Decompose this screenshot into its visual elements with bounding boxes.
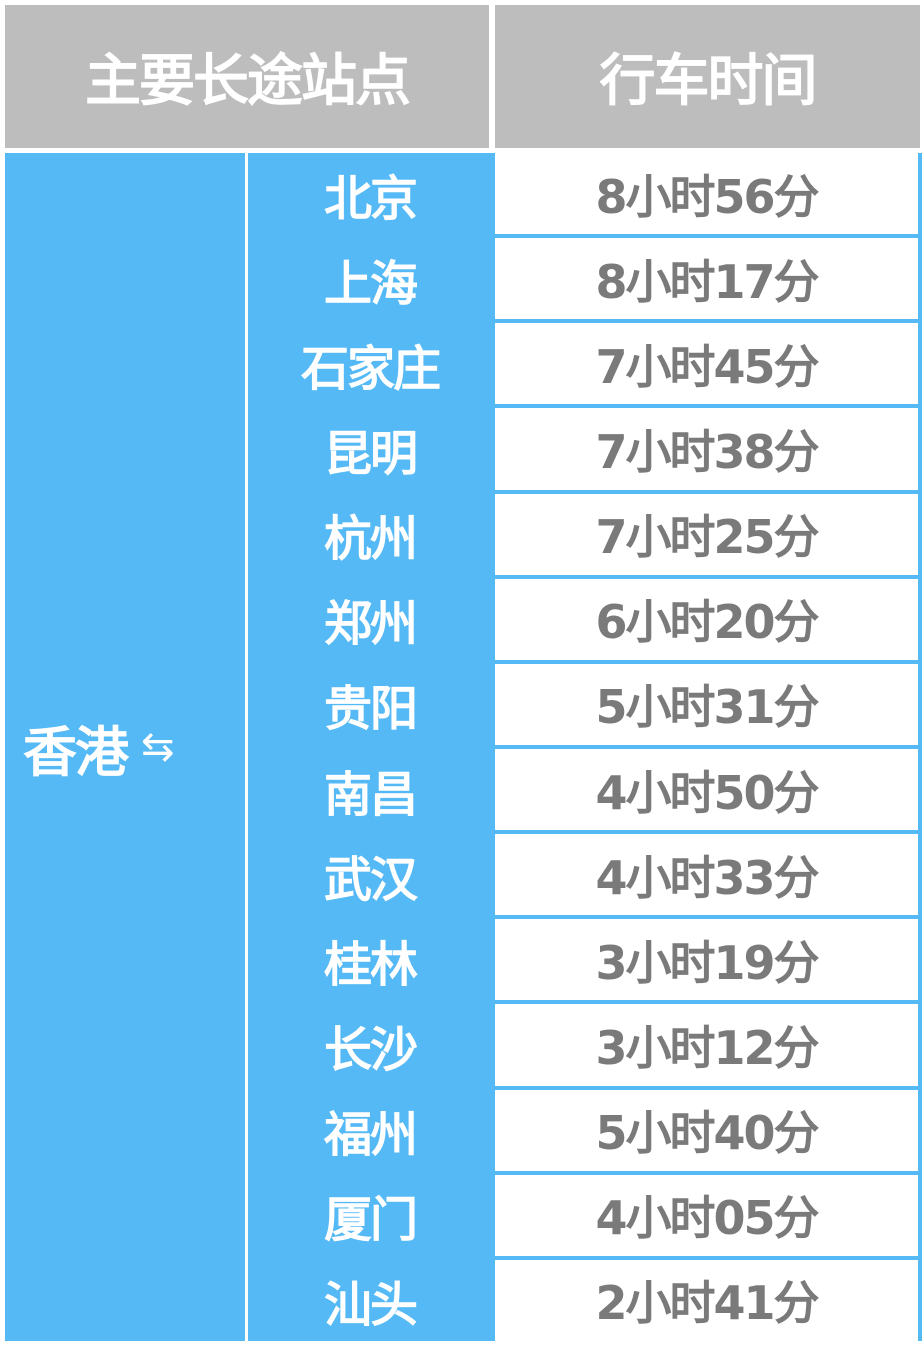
travel-time-cell: 8小时56分	[495, 153, 918, 235]
travel-time-cell: 7小时45分	[495, 323, 918, 405]
header-station: 主要长途站点	[5, 5, 489, 148]
travel-time-cell: 3小时19分	[495, 919, 918, 1001]
city-cell: 武汉	[248, 834, 492, 916]
table-row: 杭州 7小时25分	[248, 493, 922, 575]
table-row: 昆明 7小时38分	[248, 408, 922, 490]
table-row: 北京 8小时56分	[248, 153, 922, 235]
table-row: 福州 5小时40分	[248, 1089, 922, 1171]
table-row: 郑州 6小时20分	[248, 578, 922, 660]
travel-time-cell: 2小时41分	[495, 1259, 918, 1341]
table-row: 上海 8小时17分	[248, 238, 922, 320]
travel-time-cell: 4小时33分	[495, 834, 918, 916]
travel-time-cell: 3小时12分	[495, 1004, 918, 1086]
origin-cell: 香港 ⇆	[5, 153, 245, 1341]
city-cell: 汕头	[248, 1259, 492, 1341]
travel-time-cell: 7小时38分	[495, 408, 918, 490]
city-cell: 贵阳	[248, 663, 492, 745]
table-row: 石家庄 7小时45分	[248, 323, 922, 405]
travel-time-cell: 6小时20分	[495, 578, 918, 660]
city-cell: 厦门	[248, 1174, 492, 1256]
travel-time-cell: 5小时31分	[495, 663, 918, 745]
table-row: 桂林 3小时19分	[248, 919, 922, 1001]
table-row: 贵阳 5小时31分	[248, 663, 922, 745]
city-cell: 福州	[248, 1089, 492, 1171]
table-row: 武汉 4小时33分	[248, 834, 922, 916]
table-row: 厦门 4小时05分	[248, 1174, 922, 1256]
travel-time-cell: 4小时05分	[495, 1174, 918, 1256]
city-cell: 昆明	[248, 408, 492, 490]
table-row: 南昌 4小时50分	[248, 749, 922, 831]
table-row: 汕头 2小时41分	[248, 1259, 922, 1341]
city-cell: 上海	[248, 238, 492, 320]
table-row: 长沙 3小时12分	[248, 1004, 922, 1086]
city-cell: 北京	[248, 153, 492, 235]
travel-time-cell: 8小时17分	[495, 238, 918, 320]
city-cell: 石家庄	[248, 323, 492, 405]
bidirectional-arrow-icon: ⇆	[141, 724, 175, 770]
origin-name: 香港	[23, 720, 129, 784]
city-cell: 南昌	[248, 749, 492, 831]
travel-time-cell: 5小时40分	[495, 1089, 918, 1171]
travel-time-cell: 4小时50分	[495, 749, 918, 831]
travel-time-cell: 7小时25分	[495, 493, 918, 575]
city-cell: 桂林	[248, 919, 492, 1001]
city-cell: 郑州	[248, 578, 492, 660]
destination-table: 北京 8小时56分 上海 8小时17分 石家庄 7小时45分 昆明 7小时38分 杭州 7小时25…	[248, 153, 922, 1341]
header-travel-time: 行车时间	[495, 5, 920, 148]
city-cell: 长沙	[248, 1004, 492, 1086]
city-cell: 杭州	[248, 493, 492, 575]
